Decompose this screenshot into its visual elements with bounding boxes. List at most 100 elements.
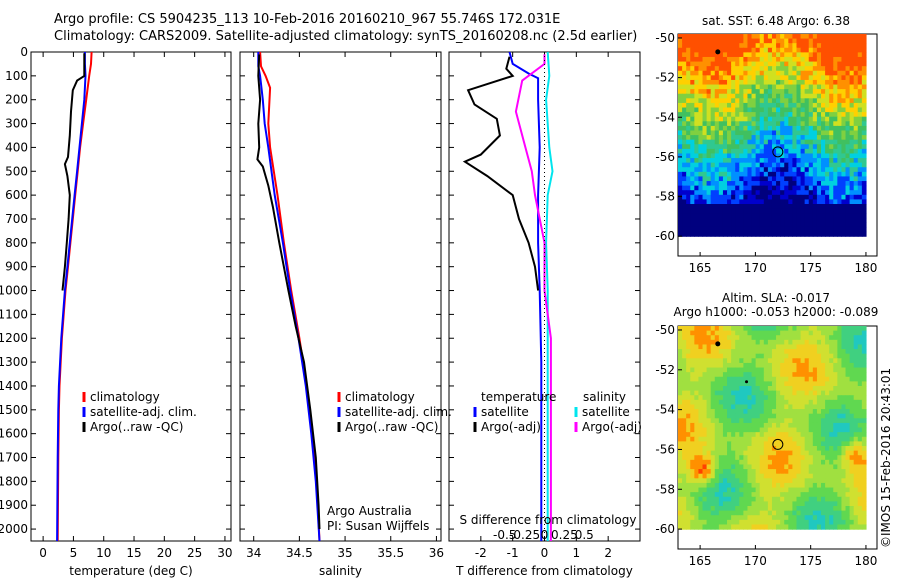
- sst-map-cell: [735, 213, 740, 219]
- sst-map-cell: [735, 185, 740, 191]
- sst-map-cell: [690, 181, 695, 187]
- sst-map-cell: [694, 176, 700, 182]
- sst-map-cell: [702, 194, 708, 201]
- sst-map-cell: [780, 222, 785, 228]
- sla-map-cell: [845, 339, 851, 346]
- sla-map-cell: [690, 372, 695, 378]
- sla-map-cell: [780, 381, 785, 387]
- sst-map-cell: [714, 75, 720, 81]
- sla-map-cell: [771, 339, 777, 346]
- temperature-ytick-label: 1700: [0, 451, 28, 465]
- sst-map-cell: [796, 208, 802, 214]
- sla-map-cell: [702, 469, 708, 475]
- sst-map-cell: [682, 47, 687, 53]
- sla-map-cell: [841, 482, 847, 489]
- sla-map-cell: [845, 432, 851, 438]
- sla-map-cell: [702, 464, 708, 470]
- sst-map-cell: [735, 52, 740, 58]
- sla-map-cell: [776, 459, 781, 466]
- sla-map-cell: [682, 464, 687, 470]
- sla-map-cell: [710, 482, 716, 489]
- sst-map-cell: [718, 171, 724, 178]
- sla-map-cell: [714, 386, 720, 392]
- sst-map-cell: [731, 70, 736, 76]
- sst-map-cell: [853, 112, 859, 118]
- sla-map-cell: [755, 413, 761, 419]
- sla-map-cell: [694, 436, 700, 442]
- sla-map-cell: [759, 390, 765, 396]
- sla-map-cell: [694, 432, 700, 438]
- sla-map-cell: [682, 399, 687, 406]
- sst-map-cell: [821, 112, 826, 118]
- sla-map-cell: [816, 376, 822, 382]
- sst-map-cell: [800, 38, 806, 44]
- sst-map-cell: [755, 204, 761, 210]
- sst-map-cell: [694, 52, 700, 58]
- sst-map-cell: [841, 231, 847, 237]
- sst-map-cell: [821, 171, 826, 178]
- sla-map-cell: [686, 330, 691, 336]
- sla-map-cell: [755, 519, 761, 526]
- sla-map-cell: [755, 482, 761, 489]
- sla-map-cell: [849, 362, 855, 369]
- sla-map-cell: [845, 506, 851, 512]
- sla-map-cell: [743, 432, 749, 438]
- sla-map-cell: [710, 469, 716, 475]
- sst-map-cell: [714, 34, 720, 40]
- sst-map-cell: [808, 231, 814, 237]
- sst-map-cell: [784, 130, 789, 136]
- sst-map-cell: [845, 56, 851, 63]
- sla-map-cell: [727, 482, 732, 489]
- sla-map-cell: [837, 515, 843, 521]
- sst-map-cell: [731, 130, 736, 136]
- sla-map-cell: [710, 418, 716, 424]
- sst-map-cell: [841, 144, 847, 150]
- sla-map-cell: [845, 381, 851, 387]
- sst-map-cell: [812, 79, 818, 86]
- sla-map-cell: [751, 459, 757, 466]
- sla-map-cell: [861, 413, 867, 419]
- salinity-legend-1-label: satellite-adj. clim.: [345, 405, 452, 419]
- sla-map-cell: [747, 487, 753, 493]
- sla-map-cell: [698, 441, 704, 447]
- sla-map-cell: [722, 372, 728, 378]
- sla-map-cell: [759, 478, 765, 484]
- sst-map-cell: [743, 176, 749, 182]
- sla-map-cell: [706, 381, 712, 387]
- sla-map-cell: [800, 409, 806, 415]
- sst-map-cell: [784, 43, 789, 49]
- sla-map-cell: [845, 372, 851, 378]
- sst-map-cell: [751, 66, 757, 72]
- sst-map-cell: [857, 139, 863, 145]
- sla-map-cell: [849, 367, 855, 373]
- sst-map-cell: [776, 107, 781, 113]
- sla-map-cell: [706, 422, 712, 429]
- sla-map-cell: [792, 381, 798, 387]
- sla-map-cell: [841, 450, 847, 456]
- sst-map-cell: [800, 199, 806, 205]
- sla-map-cell: [800, 459, 806, 466]
- sla-map-cell: [714, 404, 720, 410]
- sla-map-cell: [755, 432, 761, 438]
- sla-map-cell: [706, 330, 712, 336]
- sla-map-cell: [825, 455, 830, 461]
- sla-map-cell: [796, 358, 802, 364]
- sla-map-cell: [767, 349, 773, 355]
- sla-map-cell: [853, 349, 859, 355]
- sst-map-cell: [727, 79, 732, 86]
- sst-map-cell: [747, 181, 753, 187]
- sst-map-cell: [771, 93, 777, 99]
- sst-map-cell: [686, 98, 691, 104]
- sla-map-cell: [857, 473, 863, 479]
- sla-map-cell: [812, 464, 818, 470]
- sla-map-cell: [690, 450, 695, 456]
- sst-map-cell: [804, 208, 810, 214]
- sla-map-cell: [861, 418, 867, 424]
- sla-map-cell: [816, 455, 822, 461]
- sst-map-cell: [751, 222, 757, 228]
- sla-map-cell: [714, 492, 720, 498]
- sla-map-cell: [816, 381, 822, 387]
- sla-map-cell: [739, 478, 744, 484]
- sla-map-cell: [780, 344, 785, 350]
- sst-map-cell: [739, 204, 744, 210]
